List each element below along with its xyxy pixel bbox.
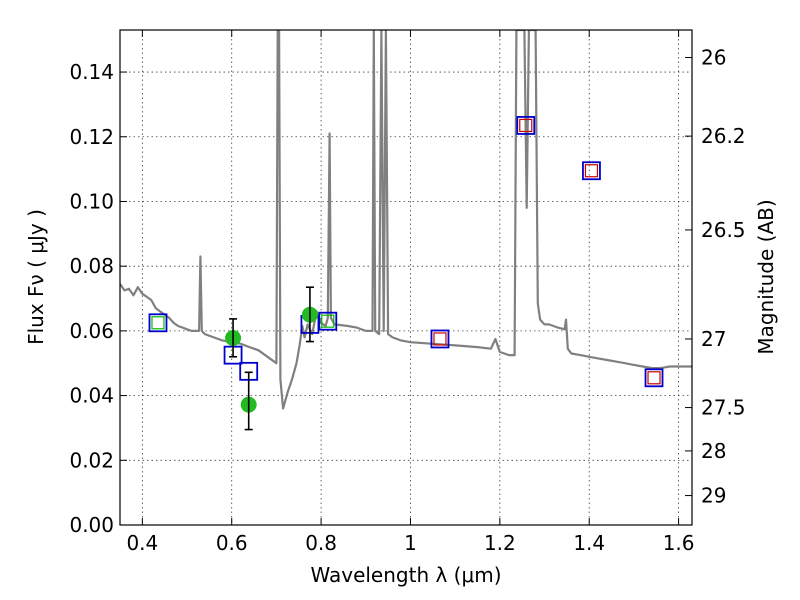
grid-layer [120, 30, 692, 526]
model-flux-square [582, 161, 601, 181]
y-tick-label: 0.06 [69, 319, 114, 343]
y-tick-label: 0.02 [69, 448, 114, 472]
y2-tick-label: 27 [701, 327, 726, 351]
axes-layer: 0.4 0.6 0.8 1 1.2 1.4 1.6 0.00 0.02 0.04 0.06 0.08 0… [69, 29, 746, 555]
y2-axis-title: Magnitude (AB) [754, 199, 778, 354]
y-tick-label: 0.00 [69, 513, 114, 537]
model-flux-inner-square [151, 316, 165, 330]
y-tick-label: 0.08 [69, 254, 114, 278]
model-flux-inner-square [647, 371, 661, 385]
y-axis-title: Flux Fν ( μJy ) [24, 209, 48, 345]
model-flux-inner-square [584, 164, 599, 178]
x-axis-title: Wavelength λ (μm) [310, 563, 501, 587]
plot-frame [119, 29, 693, 526]
y-tick-label: 0.10 [69, 189, 114, 213]
model-flux-square [430, 329, 450, 349]
x-tick-label: 0.8 [305, 531, 337, 555]
model-flux-square [516, 116, 536, 135]
model-flux-square [644, 368, 664, 388]
y2-tick-label: 27.5 [701, 396, 746, 420]
x-tick-label: 0.4 [126, 531, 158, 555]
x-tick-label: 1 [404, 531, 417, 555]
y2-tick-label: 28 [701, 439, 726, 463]
plot-layer [120, 30, 692, 431]
x-tick-label: 1.2 [484, 531, 516, 555]
y2-tick-label: 26.5 [701, 218, 746, 242]
y2-tick-label: 26 [701, 46, 726, 70]
y-tick-label: 0.14 [69, 60, 114, 84]
y2-tick-label: 26.2 [701, 124, 746, 148]
y2-tick-label: 29 [701, 484, 726, 508]
x-tick-label: 1.6 [663, 531, 695, 555]
y-tick-label: 0.12 [69, 125, 114, 149]
y-tick-label: 0.04 [69, 384, 114, 408]
spectrum-line [120, 30, 692, 410]
model-flux-square [318, 311, 338, 331]
x-tick-label: 0.6 [216, 531, 248, 555]
model-flux-square [148, 313, 168, 333]
x-tick-label: 1.4 [573, 531, 605, 555]
model-flux-inner-square [321, 314, 335, 328]
plot-area [120, 30, 692, 431]
model-flux-inner-square [519, 118, 533, 133]
model-flux-inner-square [433, 332, 447, 346]
